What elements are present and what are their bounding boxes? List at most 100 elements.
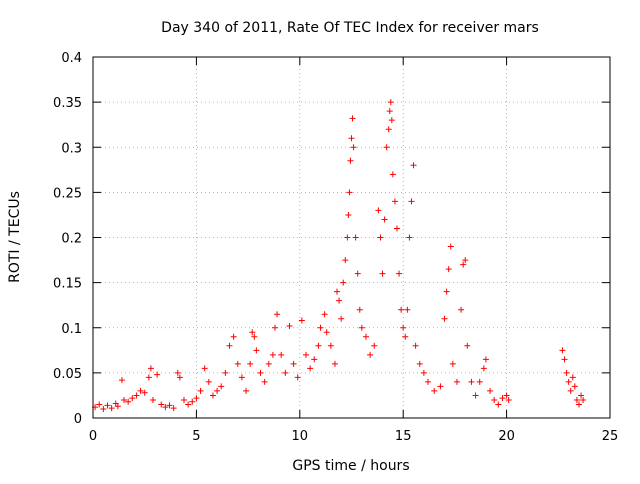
data-point: [189, 398, 196, 405]
data-point: [400, 324, 407, 331]
data-point: [420, 369, 427, 376]
data-point: [472, 392, 479, 399]
data-point: [170, 405, 177, 412]
data-point: [559, 347, 566, 354]
x-tick-label: 20: [498, 429, 515, 444]
data-point: [573, 396, 580, 403]
data-point: [209, 392, 216, 399]
data-point: [349, 115, 356, 122]
data-point: [340, 279, 347, 286]
data-point: [383, 144, 390, 151]
data-point: [487, 387, 494, 394]
data-point: [294, 374, 301, 381]
data-point: [125, 398, 132, 405]
data-point: [416, 360, 423, 367]
data-point: [331, 360, 338, 367]
x-tick-label: 25: [602, 429, 619, 444]
data-point: [495, 401, 502, 408]
data-point: [137, 387, 144, 394]
data-point: [503, 392, 510, 399]
data-point: [453, 378, 460, 385]
data-point: [408, 198, 415, 205]
data-point: [222, 369, 229, 376]
data-point: [379, 270, 386, 277]
data-point: [327, 342, 334, 349]
data-point: [381, 216, 388, 223]
data-point: [154, 371, 161, 378]
data-point: [569, 374, 576, 381]
x-tick-label: 15: [395, 429, 412, 444]
data-point: [371, 342, 378, 349]
data-point: [317, 324, 324, 331]
data-point: [336, 297, 343, 304]
data-point: [505, 396, 512, 403]
data-point: [141, 389, 148, 396]
x-tick-label: 10: [292, 429, 309, 444]
data-point: [356, 306, 363, 313]
data-point: [348, 135, 355, 142]
data-point: [338, 315, 345, 322]
data-point: [243, 387, 250, 394]
data-point: [321, 311, 328, 318]
data-point: [323, 329, 330, 336]
data-point: [388, 117, 395, 124]
x-tick-label: 0: [89, 429, 97, 444]
data-point: [298, 317, 305, 324]
y-tick-label: 0.3: [61, 141, 82, 156]
data-point: [166, 402, 173, 409]
x-tick-label: 5: [192, 429, 200, 444]
chart-title: Day 340 of 2011, Rate Of TEC Index for r…: [161, 20, 539, 36]
data-point: [350, 144, 357, 151]
data-point: [96, 401, 103, 408]
data-point: [311, 356, 318, 363]
grid-lines: [93, 57, 610, 418]
axis-ticks: 0 5 10 15 20 25 0 0.05 0.1 0.15 0.2 0.25 0.3 0.35 0.4: [53, 51, 618, 444]
data-point: [575, 401, 582, 408]
y-axis-label: ROTI / TECUs: [7, 191, 23, 283]
y-tick-label: 0.1: [61, 322, 82, 337]
data-point: [480, 365, 487, 372]
data-point: [226, 342, 233, 349]
data-point: [352, 234, 359, 241]
data-point: [391, 198, 398, 205]
data-points: [92, 99, 587, 412]
data-point: [561, 356, 568, 363]
data-point: [386, 108, 393, 115]
data-point: [108, 405, 115, 412]
data-point: [482, 356, 489, 363]
data-point: [118, 377, 125, 384]
data-point: [443, 288, 450, 295]
data-point: [100, 405, 107, 412]
data-point: [387, 99, 394, 106]
x-axis-label: GPS time / hours: [292, 458, 409, 474]
data-point: [571, 383, 578, 390]
data-point: [145, 374, 152, 381]
data-point: [377, 234, 384, 241]
data-point: [499, 395, 506, 402]
data-point: [315, 342, 322, 349]
data-point: [464, 342, 471, 349]
y-tick-label: 0.15: [53, 277, 82, 292]
data-point: [580, 396, 587, 403]
data-point: [354, 270, 361, 277]
data-point: [460, 261, 467, 268]
data-point: [230, 333, 237, 340]
data-point: [431, 387, 438, 394]
data-point: [449, 360, 456, 367]
data-point: [334, 288, 341, 295]
data-point: [345, 211, 352, 218]
data-point: [358, 324, 365, 331]
data-point: [563, 369, 570, 376]
data-point: [303, 351, 310, 358]
data-point: [393, 225, 400, 232]
data-point: [389, 171, 396, 178]
y-tick-label: 0.35: [53, 96, 82, 111]
y-tick-label: 0.05: [53, 367, 82, 382]
data-point: [278, 351, 285, 358]
data-point: [404, 306, 411, 313]
data-point: [565, 378, 572, 385]
data-point: [362, 333, 369, 340]
data-point: [274, 311, 281, 318]
